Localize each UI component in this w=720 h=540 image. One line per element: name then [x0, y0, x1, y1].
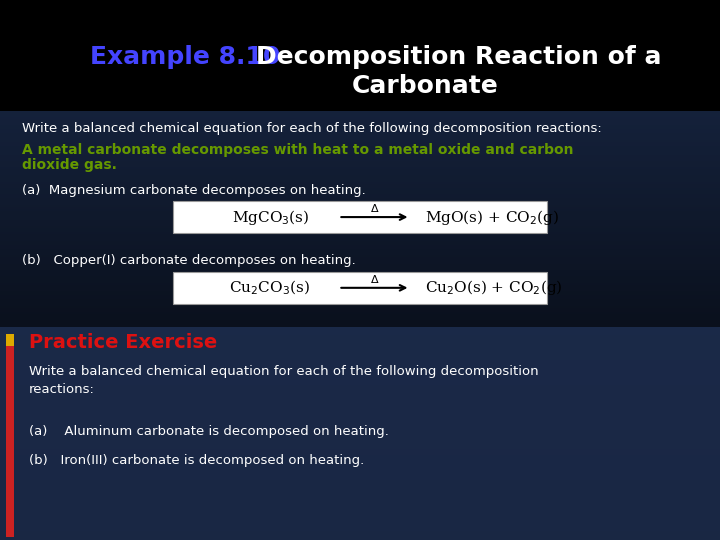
Text: (a)    Aluminum carbonate is decomposed on heating.: (a) Aluminum carbonate is decomposed on … — [29, 426, 389, 438]
FancyBboxPatch shape — [6, 346, 14, 537]
Text: Decomposition Reaction of a: Decomposition Reaction of a — [256, 45, 661, 69]
Text: MgCO$_3$(s): MgCO$_3$(s) — [232, 207, 310, 227]
FancyBboxPatch shape — [6, 334, 14, 346]
Text: (a)  Magnesium carbonate decomposes on heating.: (a) Magnesium carbonate decomposes on he… — [22, 184, 365, 197]
Text: $\Delta$: $\Delta$ — [369, 202, 379, 214]
Text: Carbonate: Carbonate — [351, 75, 498, 98]
FancyBboxPatch shape — [173, 201, 547, 233]
Text: MgO(s) + CO$_2$(g): MgO(s) + CO$_2$(g) — [425, 207, 559, 227]
Text: Practice Exercise: Practice Exercise — [29, 333, 217, 353]
FancyBboxPatch shape — [0, 327, 720, 540]
FancyBboxPatch shape — [173, 272, 547, 304]
Text: Write a balanced chemical equation for each of the following decomposition react: Write a balanced chemical equation for e… — [22, 122, 601, 135]
Text: (b)   Iron(III) carbonate is decomposed on heating.: (b) Iron(III) carbonate is decomposed on… — [29, 454, 364, 467]
Text: Write a balanced chemical equation for each of the following decomposition
react: Write a balanced chemical equation for e… — [29, 365, 539, 396]
Text: Example 8.10: Example 8.10 — [90, 45, 280, 69]
Text: dioxide gas.: dioxide gas. — [22, 158, 117, 172]
Text: A metal carbonate decomposes with heat to a metal oxide and carbon: A metal carbonate decomposes with heat t… — [22, 143, 573, 157]
FancyBboxPatch shape — [0, 0, 720, 111]
Text: $\Delta$: $\Delta$ — [369, 273, 379, 285]
Text: Cu$_2$CO$_3$(s): Cu$_2$CO$_3$(s) — [229, 279, 310, 297]
Text: Cu$_2$O(s) + CO$_2$(g): Cu$_2$O(s) + CO$_2$(g) — [425, 278, 562, 298]
Text: (b)   Copper(I) carbonate decomposes on heating.: (b) Copper(I) carbonate decomposes on he… — [22, 254, 356, 267]
